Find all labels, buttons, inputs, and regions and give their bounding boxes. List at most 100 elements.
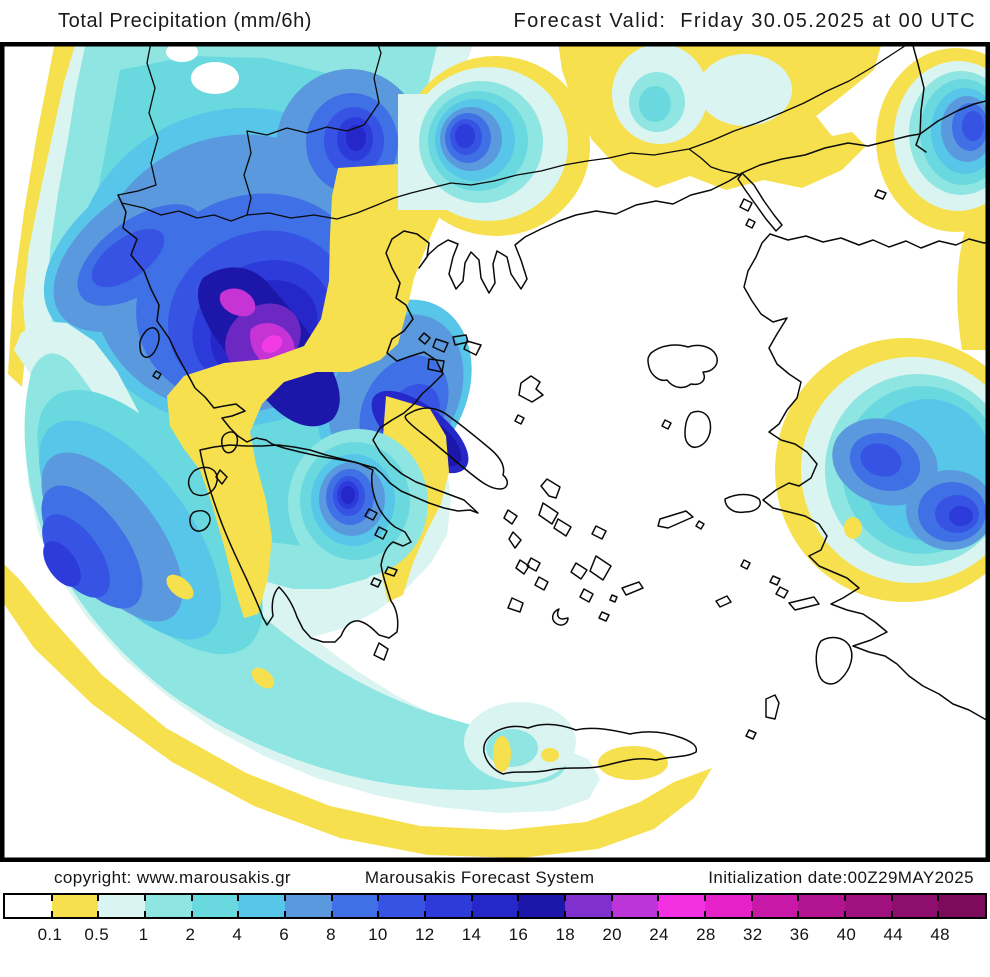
colorbar-tick-label: 14 bbox=[461, 925, 482, 944]
colorbar-segments bbox=[3, 893, 987, 919]
colorbar-tick bbox=[190, 895, 193, 901]
country-borders bbox=[117, 41, 912, 222]
colorbar-tick-label: 10 bbox=[368, 925, 388, 944]
colorbar-tick-label: 28 bbox=[696, 925, 716, 944]
colorbar-segment bbox=[331, 895, 379, 917]
colorbar-segment bbox=[751, 895, 799, 917]
colorbar-segment bbox=[518, 895, 566, 917]
crete-coast bbox=[483, 723, 698, 775]
colorbar-tick-label: 4 bbox=[232, 925, 243, 944]
colorbar-tick bbox=[890, 895, 893, 901]
colorbar-tick-label: 48 bbox=[930, 925, 950, 944]
colorbar-segment bbox=[658, 895, 706, 917]
colorbar-tick bbox=[750, 895, 753, 901]
colorbar-tick bbox=[937, 895, 940, 901]
colorbar-tick bbox=[797, 895, 800, 901]
colorbar-segment bbox=[5, 895, 52, 917]
forecast-valid-label: Forecast Valid: Friday 30.05.2025 at 00 … bbox=[513, 9, 976, 32]
colorbar-tick-label: 16 bbox=[508, 925, 529, 944]
colorbar-tick-label: 1 bbox=[138, 925, 149, 944]
coastlines bbox=[117, 41, 990, 775]
colorbar-tick bbox=[144, 895, 146, 901]
colorbar-tick bbox=[330, 895, 333, 901]
colorbar-tick bbox=[704, 895, 706, 901]
turkey-marmara-south bbox=[769, 233, 990, 249]
map-frame bbox=[0, 41, 990, 863]
colorbar-tick bbox=[704, 911, 706, 917]
colorbar-segment bbox=[238, 895, 286, 917]
colorbar-tick bbox=[797, 911, 800, 917]
colorbar-tick-label: 0.5 bbox=[84, 925, 109, 944]
colorbar-segment bbox=[51, 895, 99, 917]
colorbar-tick-label: 40 bbox=[836, 925, 857, 944]
colorbar-tick bbox=[97, 895, 100, 901]
colorbar-tick bbox=[190, 911, 193, 917]
colorbar-segment bbox=[98, 895, 146, 917]
colorbar-segment bbox=[425, 895, 472, 917]
colorbar-tick bbox=[610, 911, 613, 917]
colorbar-segment bbox=[938, 895, 985, 917]
colorbar-segment bbox=[191, 895, 239, 917]
colorbar-tick-label: 6 bbox=[279, 925, 290, 944]
colorbar-segment bbox=[611, 895, 659, 917]
colorbar-tick bbox=[844, 895, 846, 901]
colorbar-tick bbox=[657, 911, 660, 917]
turkey-blacksea bbox=[911, 41, 927, 153]
colorbar-tick bbox=[50, 895, 53, 901]
colorbar-tick bbox=[284, 911, 286, 917]
colorbar-tick bbox=[517, 911, 520, 917]
turkey-marmara-north bbox=[741, 99, 990, 174]
colorbar-tick bbox=[470, 895, 473, 901]
north-aegean-islands bbox=[418, 189, 887, 530]
colorbar-tick-label: 8 bbox=[326, 925, 336, 944]
dodecanese-islands bbox=[715, 559, 853, 740]
colorbar-tick bbox=[517, 895, 520, 901]
colorbar-tick bbox=[284, 895, 286, 901]
colorbar-segment bbox=[891, 895, 939, 917]
colorbar-segment bbox=[845, 895, 892, 917]
colorbar-tick-label: 24 bbox=[649, 925, 669, 944]
colorbar-tick bbox=[330, 911, 333, 917]
colorbar-tick bbox=[377, 911, 380, 917]
copyright-label: copyright: www.marousakis.gr bbox=[54, 867, 291, 887]
map-area bbox=[0, 41, 990, 863]
colorbar-tick bbox=[377, 895, 380, 901]
colorbar-tick-label: 18 bbox=[555, 925, 576, 944]
colorbar-tick bbox=[564, 895, 566, 901]
colorbar-tick bbox=[844, 911, 846, 917]
colorbar-tick-label: 44 bbox=[883, 925, 904, 944]
colorbar-tick bbox=[890, 911, 893, 917]
header: Total Precipitation (mm/6h) Forecast Val… bbox=[0, 0, 990, 42]
mainland-coast bbox=[117, 172, 743, 514]
colorbar-segment bbox=[145, 895, 192, 917]
colorbar-tick-label: 36 bbox=[789, 925, 810, 944]
colorbar-tick-label: 20 bbox=[602, 925, 622, 944]
colorbar-tick bbox=[144, 911, 146, 917]
colorbar-tick-label: 32 bbox=[742, 925, 763, 944]
footer: copyright: www.marousakis.gr Marousakis … bbox=[0, 862, 990, 893]
turkey-west-coast bbox=[743, 233, 990, 723]
colorbar-tick bbox=[237, 911, 240, 917]
initialization-label: Initialization date:00Z29MAY2025 bbox=[708, 867, 974, 887]
colorbar-tick-label: 2 bbox=[185, 925, 196, 944]
colorbar-tick bbox=[750, 911, 753, 917]
colorbar-tick bbox=[564, 911, 566, 917]
saronic-islands bbox=[364, 508, 398, 588]
colorbar-tick bbox=[610, 895, 613, 901]
colorbar-tick bbox=[424, 895, 426, 901]
colorbar-segment bbox=[705, 895, 752, 917]
ionian-islands bbox=[139, 327, 389, 661]
system-name-label: Marousakis Forecast System bbox=[364, 867, 595, 887]
precipitation-field bbox=[0, 42, 990, 862]
colorbar-tick-label: 0.1 bbox=[37, 925, 63, 944]
colorbar-segment bbox=[471, 895, 519, 917]
colorbar-tick bbox=[97, 911, 100, 917]
colorbar-segment bbox=[285, 895, 332, 917]
colorbar-tick bbox=[424, 911, 426, 917]
colorbar-segment bbox=[565, 895, 612, 917]
colorbar-tick bbox=[237, 895, 240, 901]
colorbar-tick bbox=[470, 911, 473, 917]
colorbar-labels: 0.1 0.5 1 2 4 6 8 10 12 14 16 18 20 24 28 32 36 40 44 48 bbox=[3, 919, 987, 947]
peloponnese-coast bbox=[199, 444, 412, 643]
